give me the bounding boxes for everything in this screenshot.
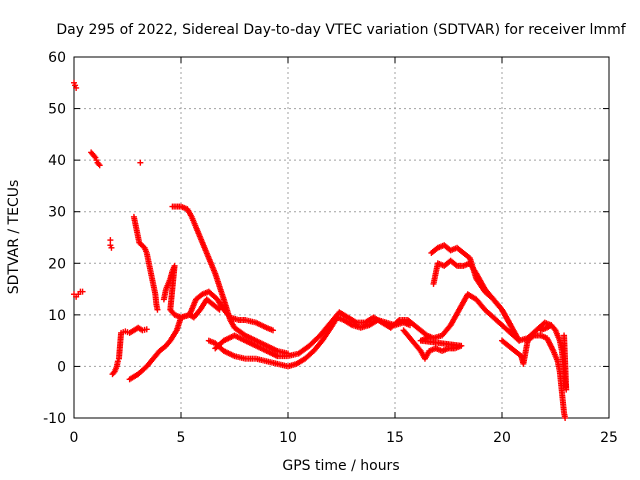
data-point (96, 162, 103, 169)
data-point (107, 237, 114, 244)
data-point (395, 318, 402, 325)
chart-title: Day 295 of 2022, Sidereal Day-to-day VTE… (56, 22, 626, 38)
data-point (137, 159, 144, 166)
y-tick-label: 60 (48, 50, 66, 66)
data-point (79, 288, 86, 295)
y-axis-label: SDTVAR / TECUs (6, 180, 22, 295)
data-point (270, 327, 277, 334)
data-point (91, 153, 98, 160)
x-tick-label: 5 (177, 430, 186, 446)
x-tick-label: 15 (386, 430, 404, 446)
y-tick-label: 30 (48, 205, 66, 221)
data-point (108, 244, 115, 251)
y-tick-label: 20 (48, 256, 66, 272)
x-tick-label: 20 (493, 430, 511, 446)
grid-lines (74, 57, 609, 418)
y-tick-label: -10 (43, 411, 66, 427)
data-point (452, 261, 459, 268)
x-tick-label: 25 (600, 430, 618, 446)
x-axis-label: GPS time / hours (282, 458, 399, 474)
data-point (562, 415, 569, 421)
data-point (424, 335, 431, 342)
y-tick-label: 10 (48, 308, 66, 324)
data-point (110, 369, 117, 376)
data-point (529, 333, 536, 340)
data-point (95, 161, 102, 168)
data-point (154, 306, 161, 313)
x-tick-label: 0 (70, 430, 79, 446)
data-point (551, 326, 558, 333)
plot-frame (73, 56, 610, 419)
data-point (561, 332, 568, 339)
y-tick-label: 0 (57, 359, 66, 375)
data-points (71, 79, 570, 421)
x-tick-label: 10 (279, 430, 297, 446)
y-tick-label: 40 (48, 153, 66, 169)
y-tick-label: 50 (48, 102, 66, 118)
data-point (73, 84, 80, 91)
data-point (143, 326, 150, 333)
